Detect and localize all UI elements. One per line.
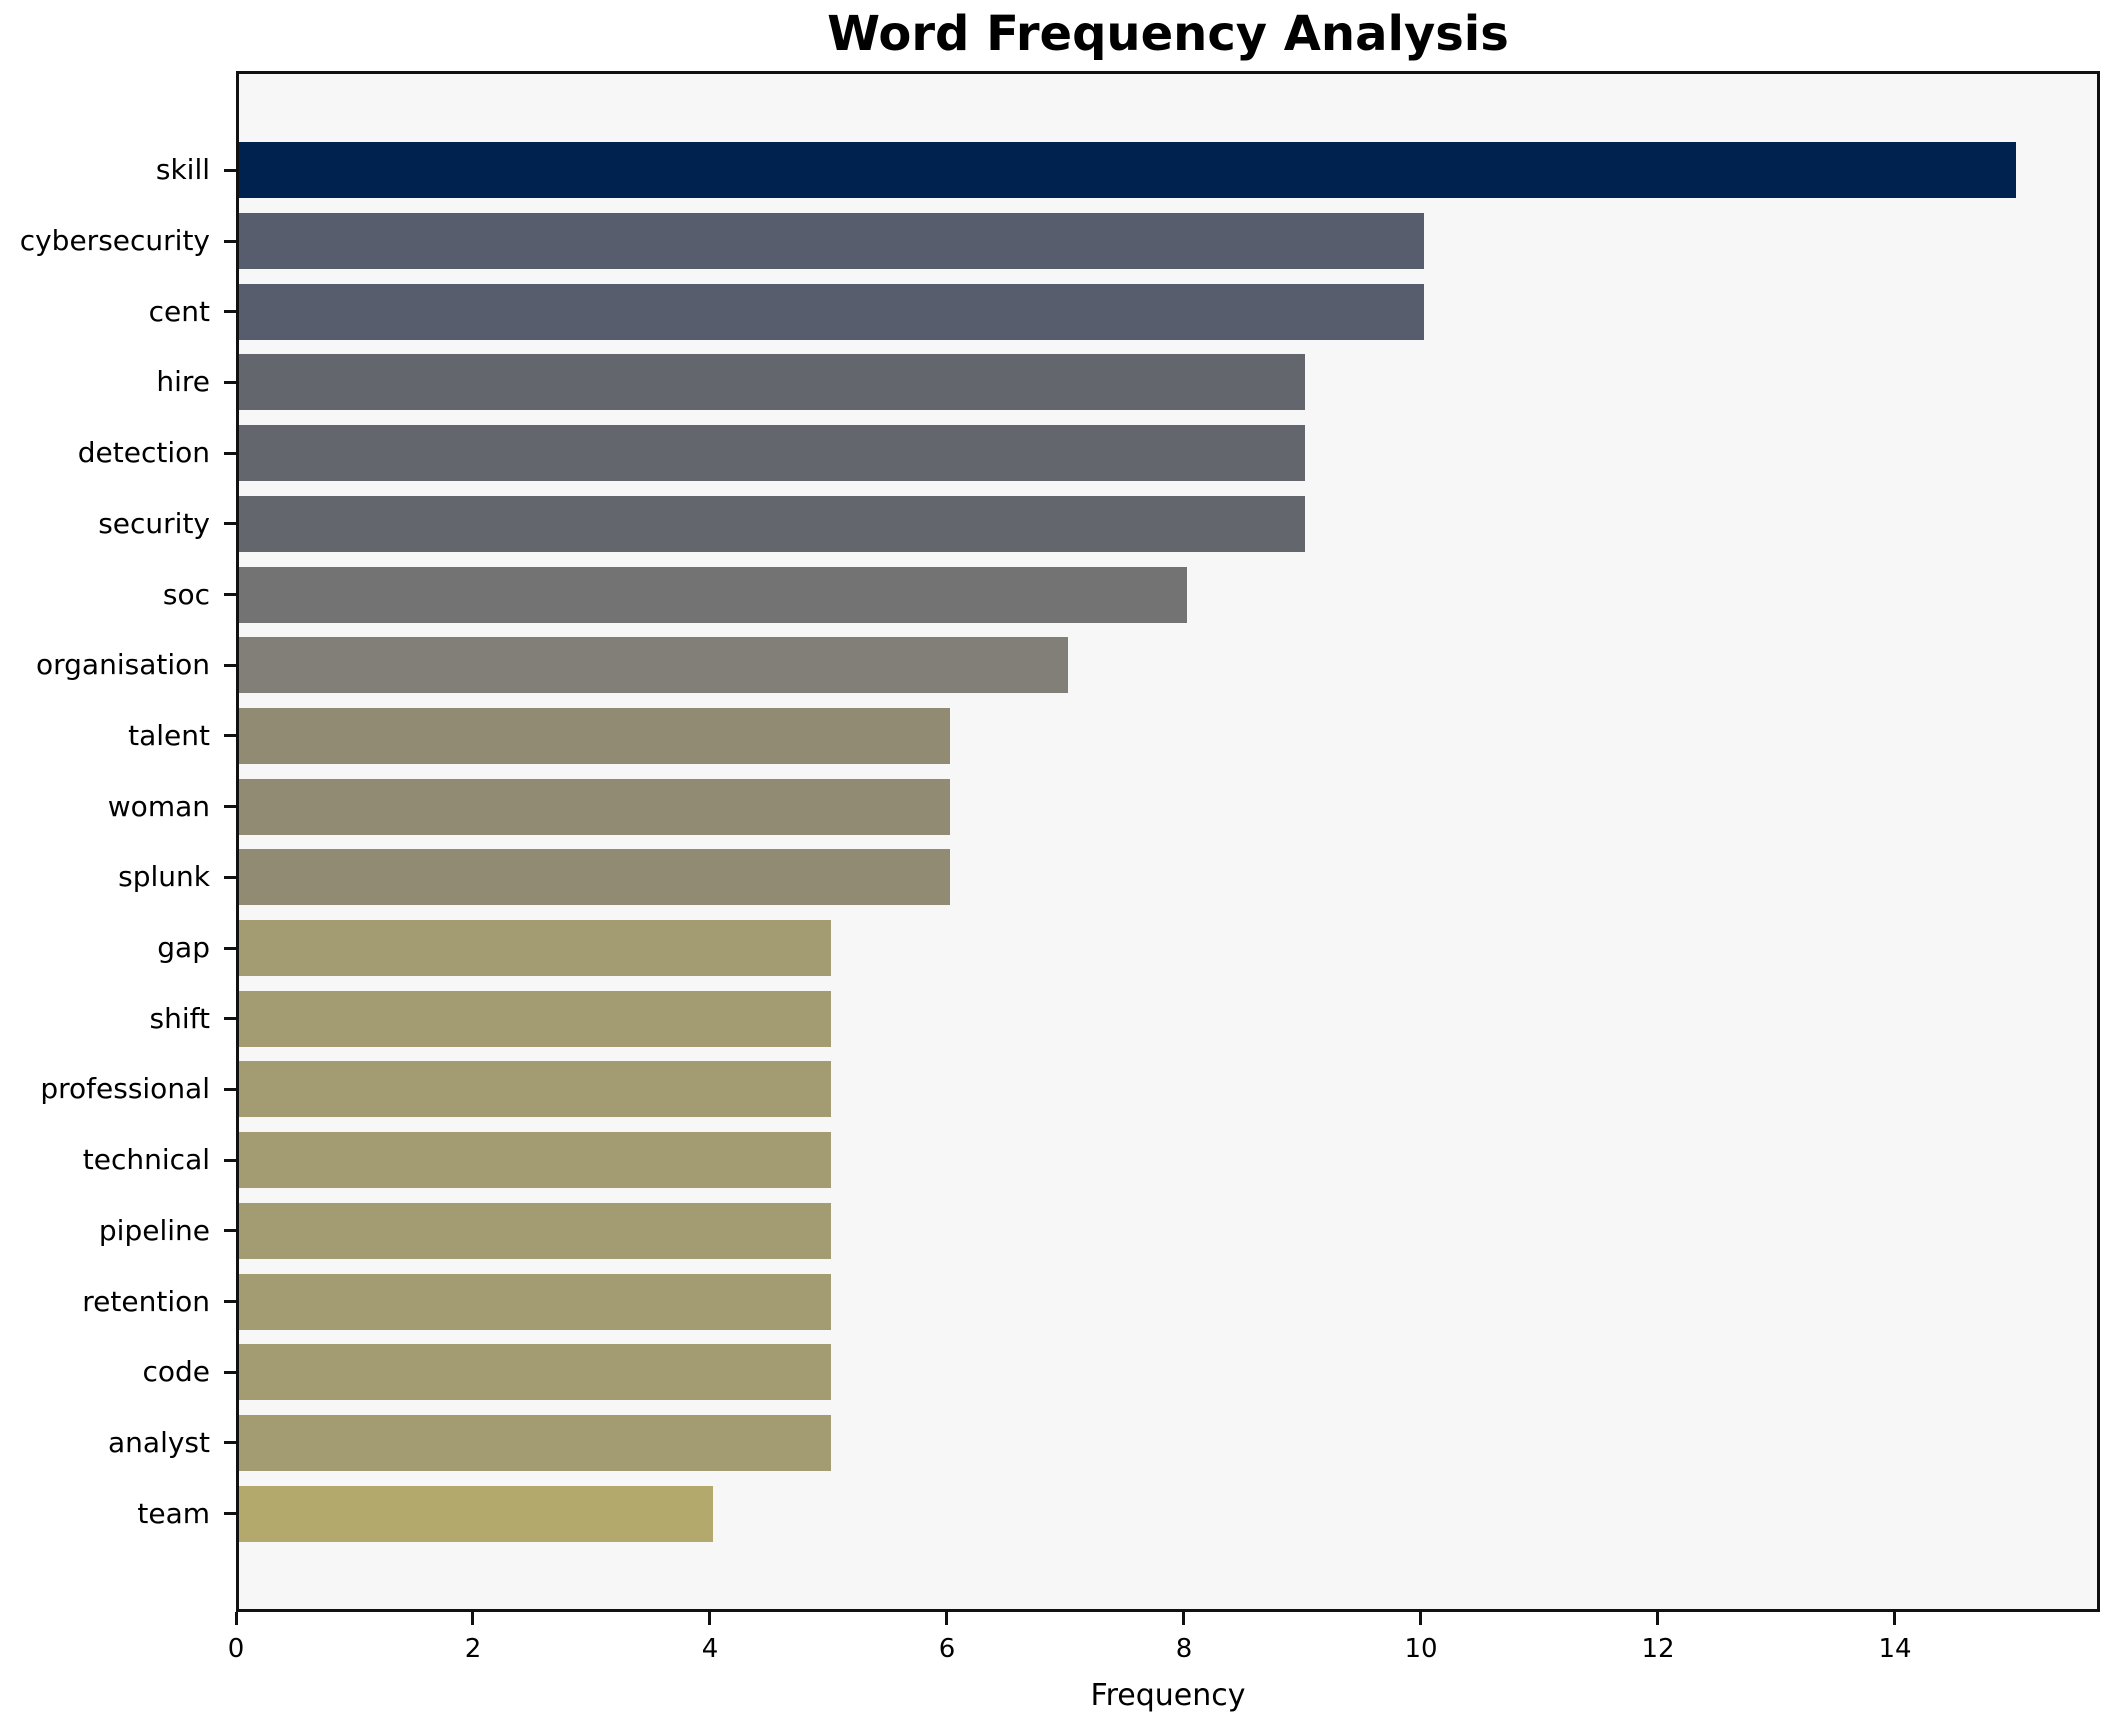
x-axis-title: Frequency bbox=[1090, 1678, 1246, 1713]
y-tick-mark bbox=[224, 663, 236, 667]
bar-gap bbox=[239, 920, 832, 977]
y-tick-mark bbox=[224, 522, 236, 526]
bar-splunk bbox=[239, 849, 950, 906]
y-tick-mark bbox=[224, 1229, 236, 1233]
y-tick-label-skill: skill bbox=[155, 153, 210, 187]
bar-security bbox=[239, 495, 1306, 552]
bar-retention bbox=[239, 1273, 832, 1330]
x-tick-label-4: 4 bbox=[701, 1634, 719, 1664]
y-tick-label-shift: shift bbox=[149, 1001, 210, 1035]
y-tick-mark bbox=[224, 380, 236, 384]
x-tick-mark bbox=[945, 1612, 949, 1625]
x-tick-mark bbox=[1182, 1612, 1186, 1625]
bar-code bbox=[239, 1344, 832, 1401]
bar-woman bbox=[239, 778, 950, 835]
x-tick-mark bbox=[471, 1612, 475, 1625]
y-tick-label-soc: soc bbox=[162, 577, 210, 611]
chart-title: Word Frequency Analysis bbox=[827, 6, 1509, 62]
y-tick-mark bbox=[224, 310, 236, 314]
x-tick-mark bbox=[708, 1612, 712, 1625]
y-tick-label-gap: gap bbox=[157, 931, 210, 965]
bar-skill bbox=[239, 142, 2017, 199]
y-tick-label-splunk: splunk bbox=[118, 860, 210, 894]
x-tick-mark bbox=[1419, 1612, 1423, 1625]
bar-shift bbox=[239, 990, 832, 1047]
y-tick-label-detection: detection bbox=[77, 436, 210, 470]
x-tick-label-12: 12 bbox=[1641, 1634, 1675, 1664]
bar-cent bbox=[239, 283, 1424, 340]
bar-analyst bbox=[239, 1414, 832, 1471]
y-tick-label-analyst: analyst bbox=[108, 1425, 210, 1459]
bar-team bbox=[239, 1485, 713, 1542]
x-tick-label-2: 2 bbox=[464, 1634, 482, 1664]
bar-cybersecurity bbox=[239, 213, 1424, 270]
x-tick-mark bbox=[234, 1612, 238, 1625]
y-tick-label-pipeline: pipeline bbox=[98, 1213, 210, 1247]
y-tick-label-security: security bbox=[98, 506, 210, 540]
y-tick-mark bbox=[224, 1512, 236, 1516]
y-tick-mark bbox=[224, 1087, 236, 1091]
y-tick-label-technical: technical bbox=[82, 1143, 210, 1177]
y-tick-label-retention: retention bbox=[82, 1284, 210, 1318]
y-tick-mark bbox=[224, 805, 236, 809]
bar-soc bbox=[239, 566, 1187, 623]
plot-area bbox=[236, 71, 2100, 1612]
y-tick-mark bbox=[224, 1017, 236, 1021]
y-tick-label-team: team bbox=[137, 1496, 210, 1530]
y-tick-label-cybersecurity: cybersecurity bbox=[19, 224, 210, 258]
bar-talent bbox=[239, 707, 950, 764]
bar-hire bbox=[239, 354, 1306, 411]
bar-detection bbox=[239, 425, 1306, 482]
y-tick-mark bbox=[224, 168, 236, 172]
y-tick-label-cent: cent bbox=[148, 294, 210, 328]
y-tick-mark bbox=[224, 734, 236, 738]
y-tick-mark bbox=[224, 1300, 236, 1304]
y-tick-mark bbox=[224, 239, 236, 243]
y-tick-label-organisation: organisation bbox=[36, 648, 210, 682]
y-tick-mark bbox=[224, 946, 236, 950]
x-tick-label-14: 14 bbox=[1878, 1634, 1912, 1664]
x-tick-mark bbox=[1893, 1612, 1897, 1625]
bar-pipeline bbox=[239, 1202, 832, 1259]
bar-professional bbox=[239, 1061, 832, 1118]
y-tick-mark bbox=[224, 451, 236, 455]
x-tick-label-10: 10 bbox=[1404, 1634, 1438, 1664]
y-tick-mark bbox=[224, 1370, 236, 1374]
y-tick-label-code: code bbox=[142, 1355, 210, 1389]
y-tick-mark bbox=[224, 1441, 236, 1445]
y-tick-label-professional: professional bbox=[40, 1072, 210, 1106]
bar-organisation bbox=[239, 637, 1069, 694]
y-tick-label-hire: hire bbox=[156, 365, 210, 399]
y-tick-mark bbox=[224, 1158, 236, 1162]
y-tick-mark bbox=[224, 875, 236, 879]
bar-technical bbox=[239, 1132, 832, 1189]
y-tick-label-woman: woman bbox=[107, 789, 210, 823]
x-tick-label-6: 6 bbox=[938, 1634, 956, 1664]
x-tick-label-0: 0 bbox=[227, 1634, 245, 1664]
y-tick-label-talent: talent bbox=[128, 718, 210, 752]
y-tick-mark bbox=[224, 593, 236, 597]
x-tick-mark bbox=[1656, 1612, 1660, 1625]
x-tick-label-8: 8 bbox=[1175, 1634, 1193, 1664]
